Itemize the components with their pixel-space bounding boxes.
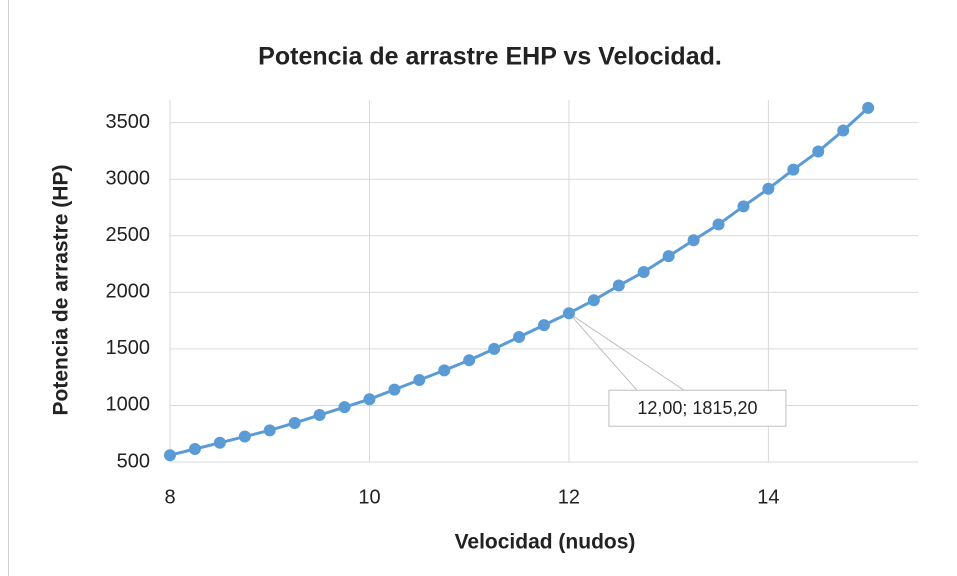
- y-tick-label: 3500: [106, 111, 151, 133]
- data-point: [637, 265, 650, 278]
- x-tick-label: 12: [558, 486, 580, 508]
- data-point: [587, 294, 600, 307]
- data-point: [538, 319, 550, 332]
- x-tick-label: 14: [757, 486, 779, 508]
- annotation: 12,00; 1815,20: [637, 398, 757, 418]
- data-point: [612, 279, 625, 292]
- data-point: [712, 218, 725, 231]
- chart-title: Potencia de arrastre EHP vs Velocidad.: [258, 43, 722, 71]
- x-tick-label: 8: [164, 486, 175, 508]
- data-point: [363, 393, 376, 406]
- data-point: [687, 234, 700, 247]
- data-point: [762, 182, 775, 195]
- data-point: [862, 101, 875, 114]
- data-point: [388, 383, 401, 396]
- data-point: [213, 436, 226, 449]
- x-tick-label: 10: [358, 486, 380, 508]
- data-point: [812, 145, 825, 158]
- y-tick-label: 2000: [106, 281, 151, 303]
- annotation-box: [608, 389, 787, 427]
- data-point: [338, 401, 351, 414]
- data-point: [787, 163, 800, 176]
- y-tick-label: 1500: [106, 337, 151, 359]
- y-tick-label: 3000: [106, 167, 151, 189]
- y-axis-label: Potencia de arrastre (HP): [50, 165, 73, 416]
- data-point: [737, 200, 750, 213]
- data-point: [313, 409, 326, 422]
- data-point: [238, 430, 251, 443]
- data-point: [164, 449, 176, 462]
- data-point: [438, 364, 451, 377]
- data-point: [413, 373, 426, 386]
- data-point: [288, 416, 301, 429]
- data-point: [463, 354, 476, 367]
- y-tick-label: 500: [117, 450, 150, 472]
- y-tick-label: 1000: [106, 394, 151, 416]
- data-point: [263, 424, 276, 437]
- x-axis-label: Velocidad (nudos): [455, 531, 636, 554]
- data-point: [513, 330, 526, 343]
- data-point: [837, 124, 850, 137]
- y-tick-label: 2500: [106, 224, 151, 246]
- data-point: [188, 442, 201, 455]
- data-point: [562, 307, 575, 320]
- data-point: [662, 250, 675, 263]
- data-point: [488, 342, 501, 355]
